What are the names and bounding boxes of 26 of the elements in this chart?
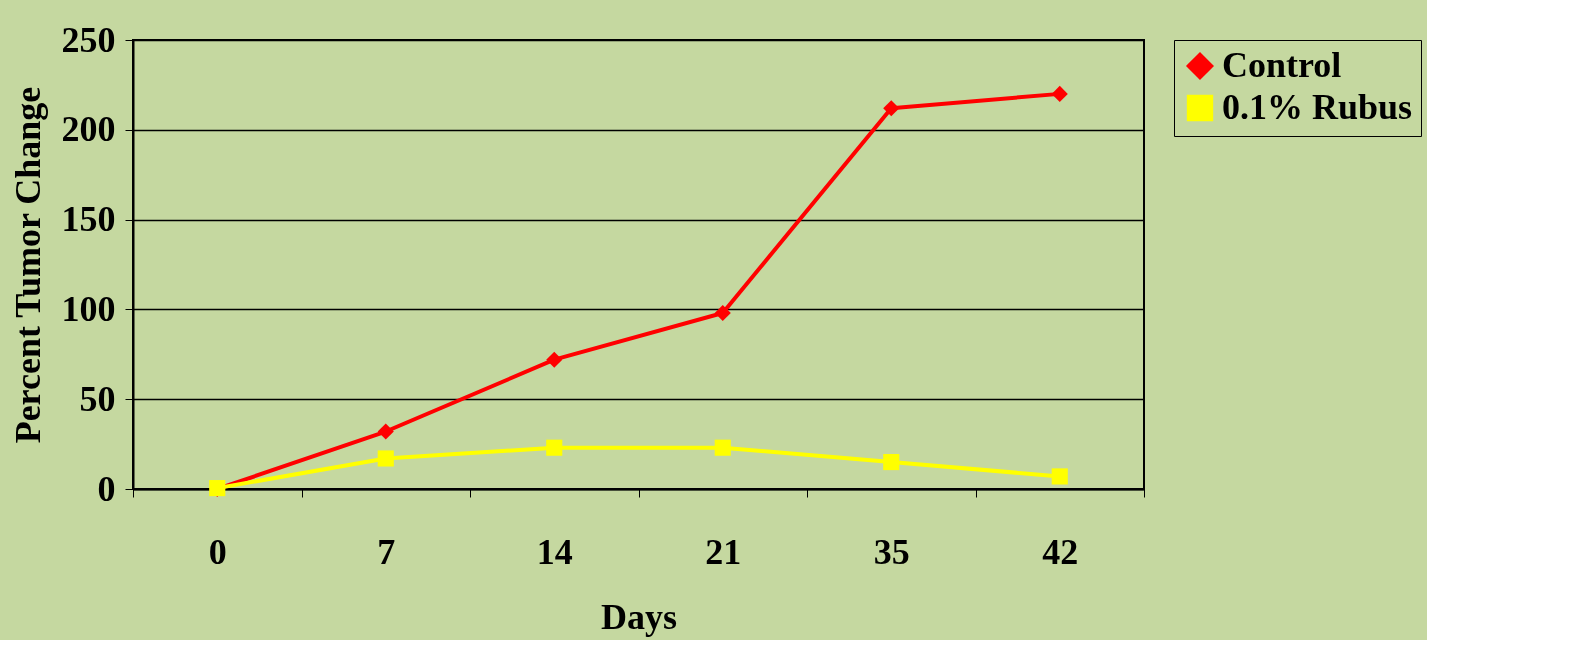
x-tick-label: 35 bbox=[873, 531, 910, 572]
legend-label: Control bbox=[1222, 45, 1342, 85]
y-tick-label: 150 bbox=[61, 199, 116, 240]
point bbox=[546, 351, 563, 368]
x-tick-label: 42 bbox=[1042, 531, 1079, 572]
point bbox=[377, 423, 394, 440]
y-tick-label: 100 bbox=[61, 288, 116, 329]
point bbox=[714, 439, 731, 456]
x-tick-label: 0 bbox=[208, 531, 227, 572]
point bbox=[377, 450, 394, 467]
point bbox=[1051, 85, 1068, 102]
x-tick-label: 21 bbox=[705, 531, 742, 572]
y-axis-title: Percent Tumor Change bbox=[7, 86, 48, 444]
y-tick-label: 200 bbox=[61, 109, 116, 150]
y-tick-label: 0 bbox=[97, 468, 116, 509]
point bbox=[1051, 468, 1068, 485]
legend-label: 0.1% Rubus bbox=[1222, 87, 1413, 127]
x-axis-title: Days bbox=[600, 596, 678, 637]
y-tick-label: 250 bbox=[61, 19, 116, 60]
y-tick-label: 50 bbox=[79, 378, 116, 419]
point bbox=[546, 439, 563, 456]
point bbox=[714, 304, 731, 322]
point bbox=[883, 100, 900, 117]
point bbox=[883, 454, 900, 471]
x-tick-label: 14 bbox=[536, 531, 573, 572]
x-tick-label: 7 bbox=[377, 531, 396, 572]
